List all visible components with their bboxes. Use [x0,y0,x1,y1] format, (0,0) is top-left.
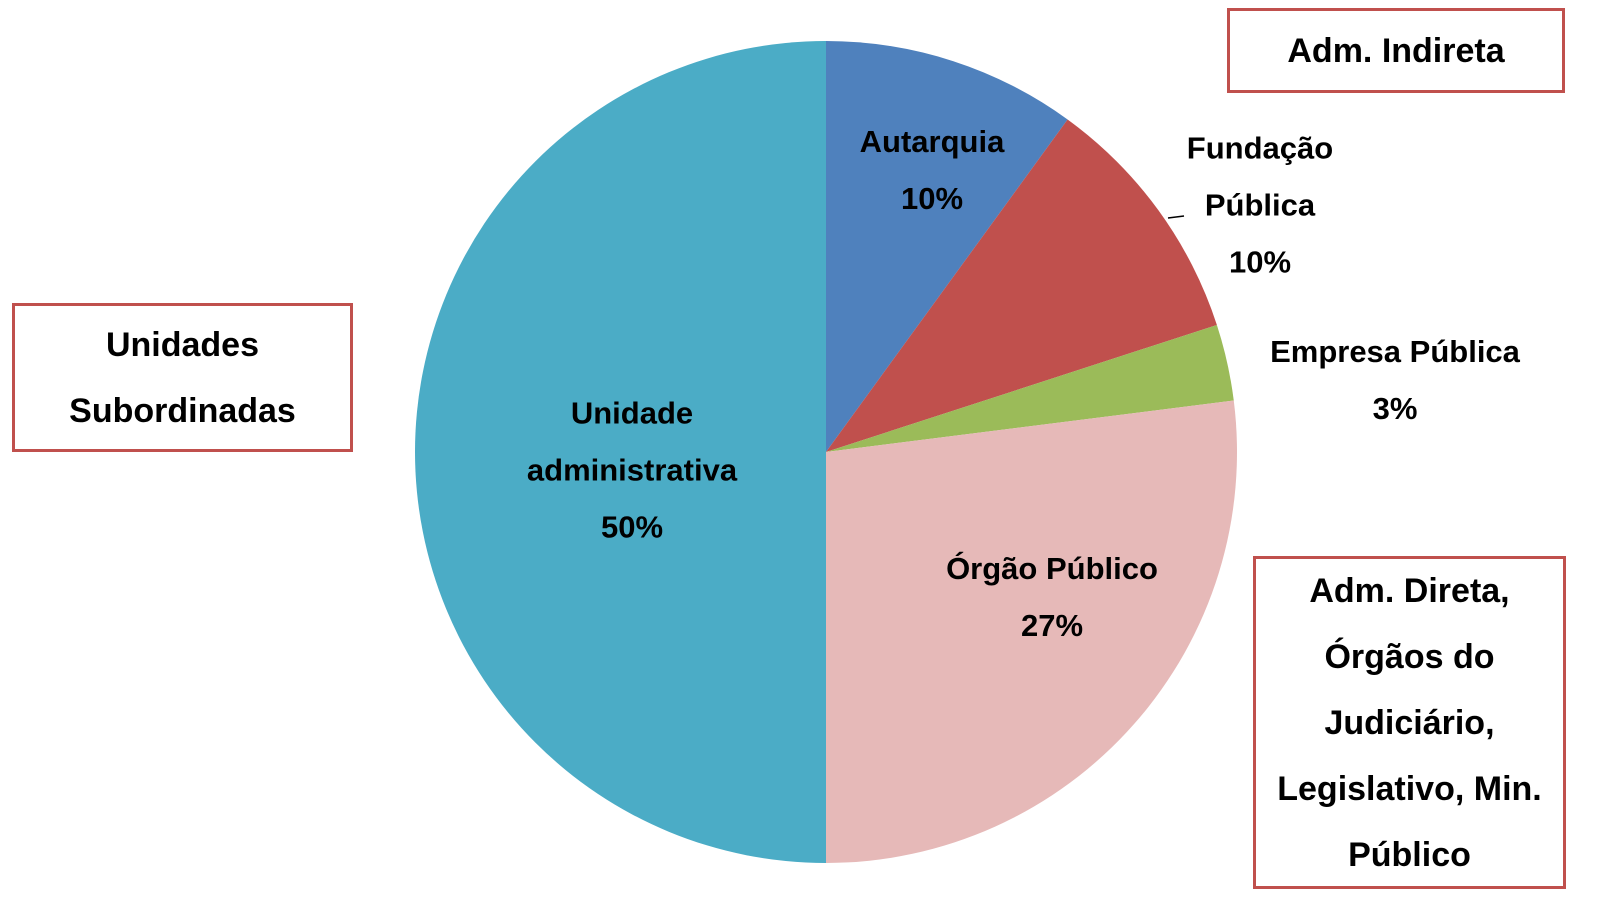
value-label: 10% [1228,244,1292,280]
category-label: Empresa Pública [1270,334,1520,369]
leader-line [1167,215,1185,219]
category-label: Fundação Pública [1186,130,1334,223]
value-label: 3% [1372,391,1418,426]
annotation: Adm. Indireta [1227,8,1565,93]
category-label: Órgão Público [946,551,1158,586]
annotation: Unidades Subordinadas [12,303,353,452]
slice [826,41,1068,452]
slice-label: Unidade administrativa 50% [472,385,792,556]
slice [826,324,1234,452]
value-label: 10% [900,181,964,216]
slice-label: Autarquia 10% [812,113,1052,227]
slice [826,400,1238,863]
category-label: Unidade administrativa [526,395,738,488]
value-label: 27% [1020,608,1084,643]
slice [415,41,826,863]
slice-label: Fundação Pública 10% [1150,120,1370,291]
slice-label: Empresa Pública 3% [1225,323,1565,437]
annotation: Adm. Direta, Órgãos do Judiciário, Legis… [1253,556,1566,889]
slice-label: Órgão Público 27% [902,540,1202,654]
slice [826,119,1217,452]
value-label: 50% [600,509,664,545]
category-label: Autarquia [859,124,1005,159]
